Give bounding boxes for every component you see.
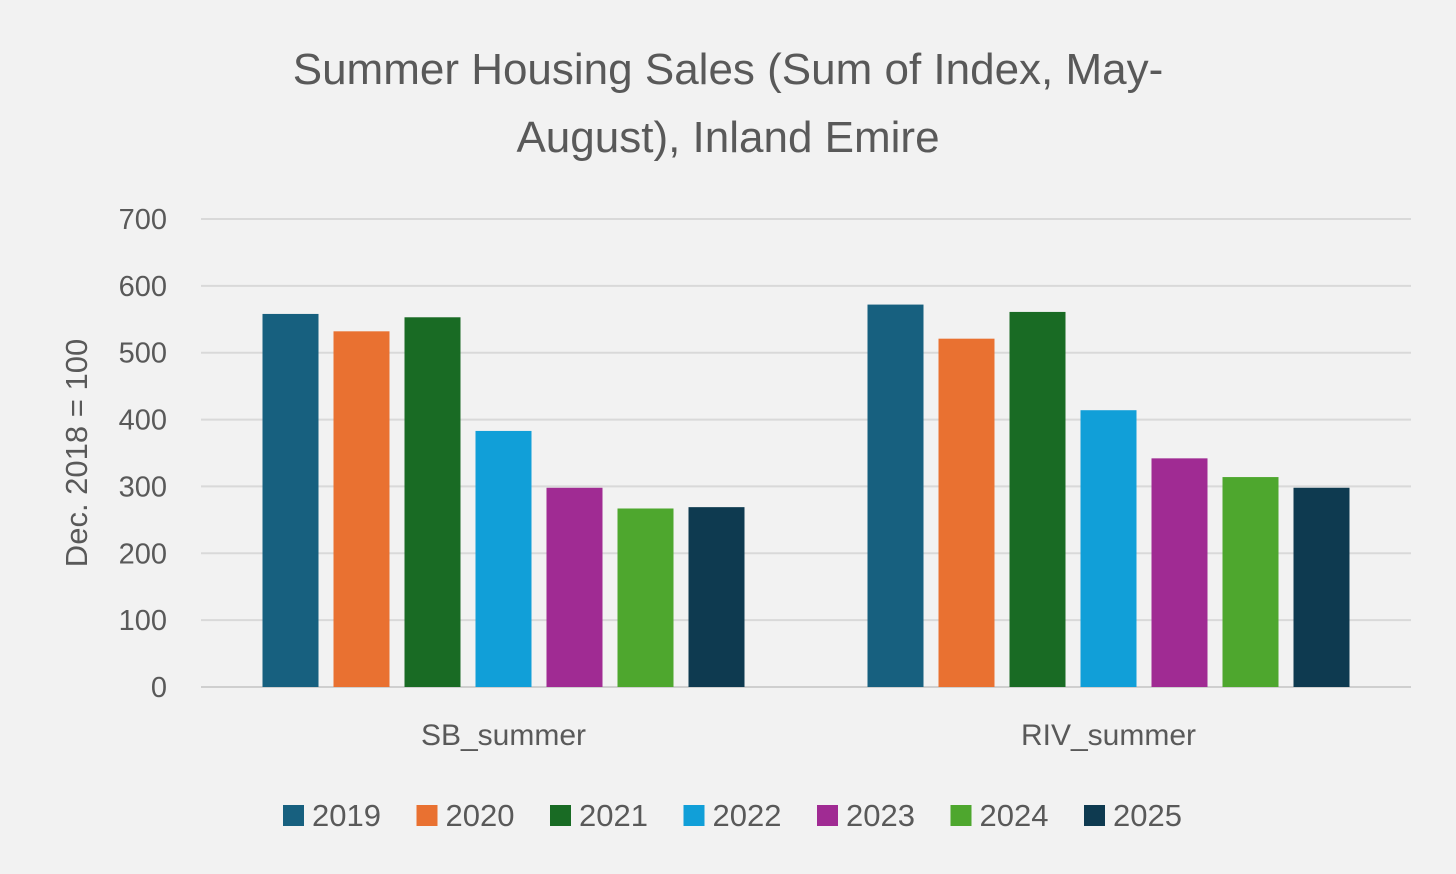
x-category-label: SB_summer bbox=[421, 719, 586, 752]
bar-2019-SB_summer bbox=[262, 313, 319, 687]
bar-2022-RIV_summer bbox=[1080, 410, 1137, 687]
legend-swatch bbox=[1084, 805, 1105, 826]
bar-2024-SB_summer bbox=[617, 508, 674, 687]
legend-label: 2020 bbox=[446, 798, 515, 833]
legend-label: 2024 bbox=[980, 798, 1049, 833]
bar-2024-RIV_summer bbox=[1222, 477, 1279, 687]
bar-2023-RIV_summer bbox=[1151, 458, 1208, 687]
y-tick-label: 500 bbox=[119, 338, 167, 370]
legend-swatch bbox=[283, 805, 304, 826]
legend-label: 2025 bbox=[1113, 798, 1182, 833]
chart-title-line-1: Summer Housing Sales (Sum of Index, May- bbox=[293, 45, 1164, 94]
legend-item-2022: 2022 bbox=[683, 798, 782, 833]
y-axis-ticks: 0 100 200 300 400 500 600 700 bbox=[119, 204, 167, 704]
chart-title-line-2: August), Inland Emire bbox=[516, 113, 939, 162]
legend-item-2019: 2019 bbox=[283, 798, 381, 833]
y-tick-label: 0 bbox=[151, 672, 167, 704]
y-tick-label: 400 bbox=[119, 405, 167, 437]
x-category-label: RIV_summer bbox=[1021, 719, 1196, 752]
bar-2020-SB_summer bbox=[333, 331, 390, 687]
y-tick-label: 100 bbox=[119, 605, 167, 637]
legend-item-2025: 2025 bbox=[1084, 798, 1182, 833]
x-axis-categories: SB_summer RIV_summer bbox=[421, 719, 1196, 752]
bar-2021-RIV_summer bbox=[1009, 311, 1066, 687]
legend-swatch bbox=[817, 805, 838, 826]
bar-2022-SB_summer bbox=[475, 430, 532, 687]
y-tick-label: 200 bbox=[119, 538, 167, 570]
legend-item-2020: 2020 bbox=[416, 798, 515, 833]
legend-item-2023: 2023 bbox=[817, 798, 915, 833]
y-axis-title: Dec. 2018 = 100 bbox=[59, 339, 94, 567]
legend-swatch bbox=[950, 805, 972, 826]
bars bbox=[262, 304, 1350, 687]
bar-2025-SB_summer bbox=[688, 507, 745, 687]
legend-label: 2022 bbox=[713, 798, 782, 833]
y-tick-label: 600 bbox=[119, 271, 167, 303]
y-tick-label: 300 bbox=[119, 471, 167, 503]
bar-2021-SB_summer bbox=[404, 317, 461, 687]
legend-label: 2019 bbox=[312, 798, 381, 833]
legend-item-2021: 2021 bbox=[550, 798, 648, 833]
bar-2023-SB_summer bbox=[546, 487, 603, 687]
gridlines bbox=[201, 218, 1411, 688]
legend-swatch bbox=[683, 805, 705, 826]
legend-swatch bbox=[550, 805, 571, 826]
legend-label: 2023 bbox=[846, 798, 915, 833]
bar-2025-RIV_summer bbox=[1293, 487, 1350, 687]
legend-label: 2021 bbox=[579, 798, 648, 833]
bar-2020-RIV_summer bbox=[938, 338, 995, 687]
y-tick-label: 700 bbox=[119, 204, 167, 236]
legend: 2019 2020 2021 2022 2023 2024 2025 bbox=[283, 798, 1182, 833]
bar-2019-RIV_summer bbox=[867, 304, 924, 687]
legend-item-2024: 2024 bbox=[950, 798, 1049, 833]
legend-swatch bbox=[416, 805, 438, 826]
